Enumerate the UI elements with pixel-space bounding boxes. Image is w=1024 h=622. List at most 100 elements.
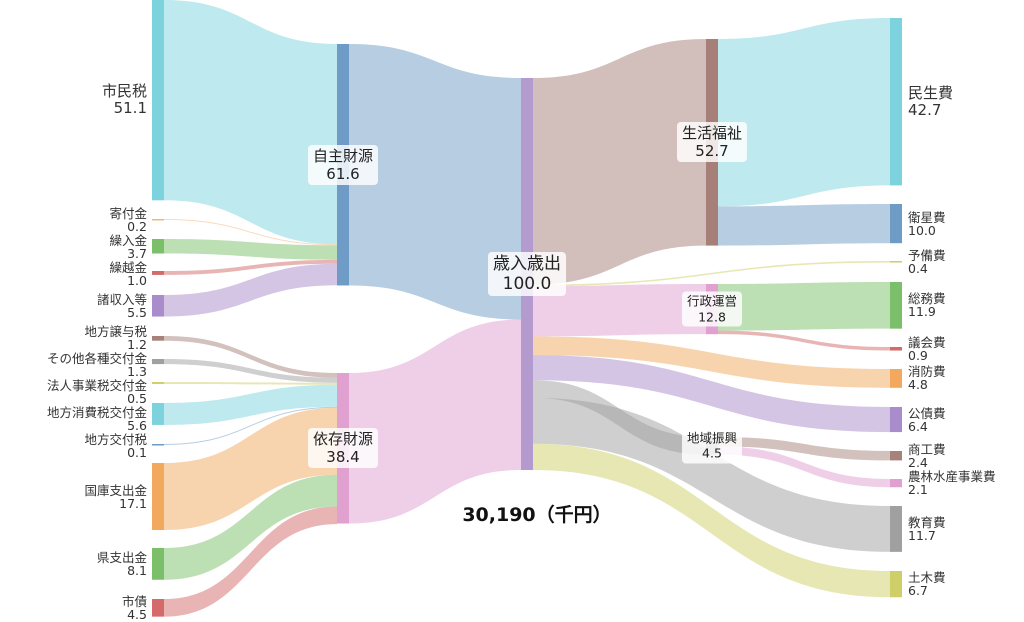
node-value: 6.7 xyxy=(908,583,928,599)
sankey-node[interactable] xyxy=(890,282,902,329)
sankey-node[interactable] xyxy=(152,548,164,580)
node-name: 土木費 xyxy=(908,570,946,586)
sankey-node[interactable] xyxy=(152,444,164,446)
node-name: 県支出金 xyxy=(96,549,147,565)
node-name: 民生費 xyxy=(908,83,954,102)
node-name: 市債 xyxy=(121,593,147,609)
node-label: 民生費 42.7 xyxy=(908,83,954,119)
sankey-node[interactable] xyxy=(890,261,902,263)
node-name: 地域振興 xyxy=(686,430,738,446)
node-value: 38.4 xyxy=(326,448,360,467)
sankey-node[interactable] xyxy=(152,336,164,341)
flow-link xyxy=(164,506,337,617)
node-name: 予備費 xyxy=(908,247,946,263)
flow-link xyxy=(533,284,706,337)
node-label: 商工費 2.4 xyxy=(908,443,946,469)
node-name: 衛星費 xyxy=(908,209,946,225)
node-name: 諸収入等 xyxy=(96,291,147,307)
flow-link xyxy=(718,437,890,461)
node-name: 地方消費税交付金 xyxy=(46,405,147,421)
node-name: 教育費 xyxy=(908,514,946,530)
node-label: 県支出金 8.1 xyxy=(97,551,147,577)
sankey-node[interactable] xyxy=(890,347,902,351)
node-value: 11.7 xyxy=(908,527,936,543)
node-name: 法人事業税交付金 xyxy=(46,378,147,394)
links xyxy=(164,0,890,617)
node-value: 42.7 xyxy=(908,100,942,119)
node-value: 5.5 xyxy=(127,304,147,320)
flow-link xyxy=(164,407,337,531)
node-label: 地方交付税 0.1 xyxy=(84,433,147,459)
flow-link xyxy=(164,406,337,445)
node-label: 国庫支出金 17.1 xyxy=(84,484,147,510)
sankey-node[interactable] xyxy=(152,239,164,254)
node-name: 公債費 xyxy=(908,405,946,421)
flow-link xyxy=(164,382,337,385)
node-value: 4.8 xyxy=(908,377,928,393)
sankey-node[interactable] xyxy=(152,382,164,384)
node-value: 12.8 xyxy=(698,309,726,325)
node-label: その他各種交付金 1.3 xyxy=(47,352,147,378)
node-label: 地方譲与税 1.2 xyxy=(84,325,147,351)
flow-link xyxy=(533,443,890,598)
sankey-node[interactable] xyxy=(890,571,902,598)
node-value: 0.9 xyxy=(908,347,928,363)
flow-link xyxy=(164,336,337,378)
node-value: 10.0 xyxy=(908,222,936,238)
flow-link xyxy=(164,239,337,260)
node-value: 17.1 xyxy=(119,495,147,511)
flow-link xyxy=(164,259,337,275)
sankey-node[interactable] xyxy=(152,271,164,275)
sankey-node[interactable] xyxy=(152,599,164,617)
node-value: 2.4 xyxy=(908,454,928,470)
node-label: 市民税 51.1 xyxy=(102,83,147,117)
sankey-node[interactable] xyxy=(890,204,902,244)
node-name: 地方交付税 xyxy=(84,432,147,448)
sankey-node[interactable] xyxy=(890,506,902,552)
node-label: 地域振興 4.5 xyxy=(681,428,743,464)
node-label: 総務費 11.9 xyxy=(908,292,946,318)
node-name: 消防費 xyxy=(908,364,946,380)
node-value: 100.0 xyxy=(502,274,552,294)
flow-link xyxy=(349,44,521,320)
node-name: 議会費 xyxy=(908,334,946,350)
node-value: 6.4 xyxy=(908,418,928,434)
node-label: 繰越金 1.0 xyxy=(109,261,147,287)
node-label: 予備費 0.4 xyxy=(908,249,946,275)
node-name: 地方譲与税 xyxy=(84,324,147,340)
node-value: 0.1 xyxy=(127,445,147,461)
node-label: 衛星費 10.0 xyxy=(908,211,946,237)
flow-link xyxy=(164,0,337,245)
sankey-node[interactable] xyxy=(890,451,902,461)
node-value: 1.3 xyxy=(127,364,147,380)
flow-link xyxy=(533,336,890,388)
flow-link xyxy=(164,219,337,246)
node-name: 依存財源 xyxy=(312,430,374,449)
sankey-node[interactable] xyxy=(890,407,902,433)
node-name: 国庫支出金 xyxy=(84,482,147,498)
node-name: 生活福祉 xyxy=(681,124,743,143)
node-value: 8.1 xyxy=(127,562,147,578)
sankey-node[interactable] xyxy=(152,359,164,365)
flow-link xyxy=(533,397,890,552)
flow-link xyxy=(533,355,890,433)
sankey-node[interactable] xyxy=(890,369,902,388)
node-value: 3.7 xyxy=(127,245,147,261)
node-label: 行政運営 12.8 xyxy=(681,291,743,327)
sankey-node[interactable] xyxy=(890,18,902,186)
node-label: 土木費 6.7 xyxy=(908,571,946,597)
sankey-node[interactable] xyxy=(152,0,164,201)
node-value: 4.5 xyxy=(127,606,147,622)
sankey-node[interactable] xyxy=(152,219,164,221)
sankey-node[interactable] xyxy=(152,403,164,425)
sankey-node[interactable] xyxy=(152,463,164,531)
sankey-node[interactable] xyxy=(890,479,902,488)
node-value: 52.7 xyxy=(695,142,729,161)
node-value: 2.1 xyxy=(908,482,928,498)
node-name: 行政運営 xyxy=(686,293,738,309)
sankey-node[interactable] xyxy=(152,295,164,317)
node-value: 61.6 xyxy=(326,164,360,183)
node-label: 地方消費税交付金 5.6 xyxy=(47,406,147,432)
node-label: 歳入歳出 100.0 xyxy=(488,252,566,296)
